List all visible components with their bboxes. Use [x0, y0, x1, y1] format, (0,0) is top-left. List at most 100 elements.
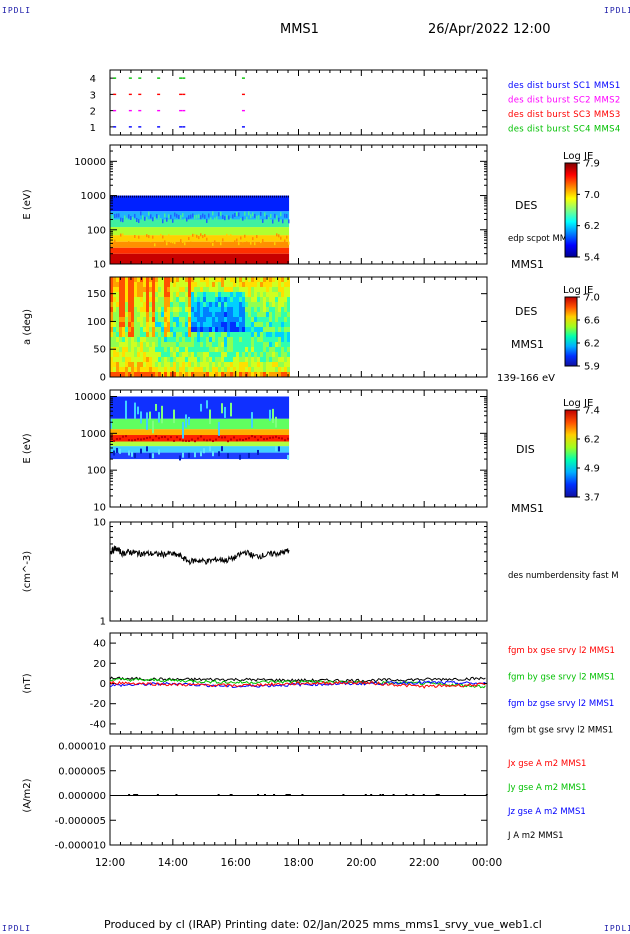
pitch-cell [146, 317, 149, 322]
pitch-cell [158, 372, 161, 377]
pitch-cell [263, 357, 266, 362]
spectrogram-cell [244, 195, 245, 198]
pitch-cell [278, 327, 281, 332]
pitch-cell [215, 302, 218, 307]
pitch-cell [227, 312, 230, 317]
spectrogram-cell [158, 449, 160, 455]
spectrogram-cell [182, 239, 184, 243]
pitch-cell [158, 352, 161, 357]
pitch-cell [275, 302, 278, 307]
pitch-cell [125, 287, 128, 292]
pitch-cell [233, 372, 236, 377]
pitch-cell [155, 287, 158, 292]
pitch-cell [161, 322, 164, 327]
pitch-cell [185, 297, 188, 302]
pitch-cell [182, 337, 185, 342]
spectrogram-cell [266, 195, 267, 198]
pitch-cell [215, 332, 218, 337]
pitch-cell [248, 307, 251, 312]
pitch-cell [245, 317, 248, 322]
des-pitch-spectrogram [110, 277, 290, 377]
spectrogram-cell [140, 195, 141, 198]
spectrogram-cell [238, 212, 240, 217]
spectrogram-cell [194, 215, 196, 220]
spectrogram-cell [206, 400, 208, 409]
pitch-cell [170, 372, 173, 377]
pitch-cell [242, 277, 245, 282]
pitch-cell [197, 372, 200, 377]
pitch-cell [233, 352, 236, 357]
pitch-cell [164, 277, 167, 282]
pitch-cell [248, 367, 251, 372]
y-tick-label: 20 [93, 659, 106, 670]
footer-credits: Produced by cl (IRAP) Printing date: 02/… [104, 918, 542, 931]
pitch-cell [260, 342, 263, 347]
pitch-cell [224, 362, 227, 367]
spectrogram-cell [137, 437, 139, 440]
spectrogram-cell [174, 212, 176, 217]
pitch-cell [254, 372, 257, 377]
pitch-cell [233, 327, 236, 332]
pitch-cell [251, 307, 254, 312]
pitch-cell [233, 337, 236, 342]
spectrogram-cell [252, 212, 254, 217]
pitch-cell [197, 342, 200, 347]
pitch-cell [161, 302, 164, 307]
pitch-cell [110, 352, 113, 357]
pitch-cell [215, 287, 218, 292]
pitch-cell [272, 287, 275, 292]
pitch-cell [167, 337, 170, 342]
spectrogram-cell [152, 453, 154, 459]
pitch-cell [155, 322, 158, 327]
spectrogram-cell [140, 438, 142, 441]
pitch-cell [182, 362, 185, 367]
pitch-cell [215, 357, 218, 362]
spectrogram-cell [234, 195, 235, 198]
pitch-cell [263, 292, 266, 297]
pitch-cell [224, 287, 227, 292]
spectrogram-cell [216, 195, 217, 198]
pitch-cell [170, 282, 173, 287]
pitch-cell [242, 342, 245, 347]
spectrogram-cell [184, 218, 186, 223]
pitch-cell [227, 352, 230, 357]
spectrogram-cell [164, 213, 166, 218]
pitch-cell [116, 347, 119, 352]
pitch-cell [275, 367, 278, 372]
pitch-cell [131, 362, 134, 367]
pitch-cell [224, 352, 227, 357]
pitch-cell [248, 292, 251, 297]
pitch-cell [119, 287, 122, 292]
pitch-cell [260, 297, 263, 302]
pitch-cell [167, 357, 170, 362]
spectrogram-cell [166, 242, 168, 246]
spectrogram-cell [281, 437, 283, 440]
pitch-cell [194, 352, 197, 357]
y-tick-label: 150 [87, 289, 106, 300]
pitch-cell [197, 302, 200, 307]
pitch-cell [269, 287, 272, 292]
spectrogram-cell [172, 218, 174, 223]
spectrogram-cell [146, 195, 147, 198]
pitch-cell [233, 362, 236, 367]
spectrogram-cell [182, 195, 183, 198]
pitch-cell [257, 332, 260, 337]
spectrogram-cell [173, 439, 175, 442]
pitch-cell [134, 307, 137, 312]
pitch-cell [233, 302, 236, 307]
pitch-cell [137, 352, 140, 357]
pitch-cell [164, 322, 167, 327]
spectrogram-cell [208, 195, 209, 198]
spectrogram-cell [156, 214, 158, 219]
pitch-cell [218, 342, 221, 347]
pitch-cell [251, 322, 254, 327]
pitch-cell [230, 357, 233, 362]
pitch-cell [173, 337, 176, 342]
pitch-cell [149, 282, 152, 287]
spectrogram-cell [224, 195, 225, 198]
colorbar-tick-label: 3.7 [584, 493, 600, 504]
pitch-cell [131, 327, 134, 332]
pitch-cell [113, 297, 116, 302]
spectrogram-cell [220, 242, 222, 246]
